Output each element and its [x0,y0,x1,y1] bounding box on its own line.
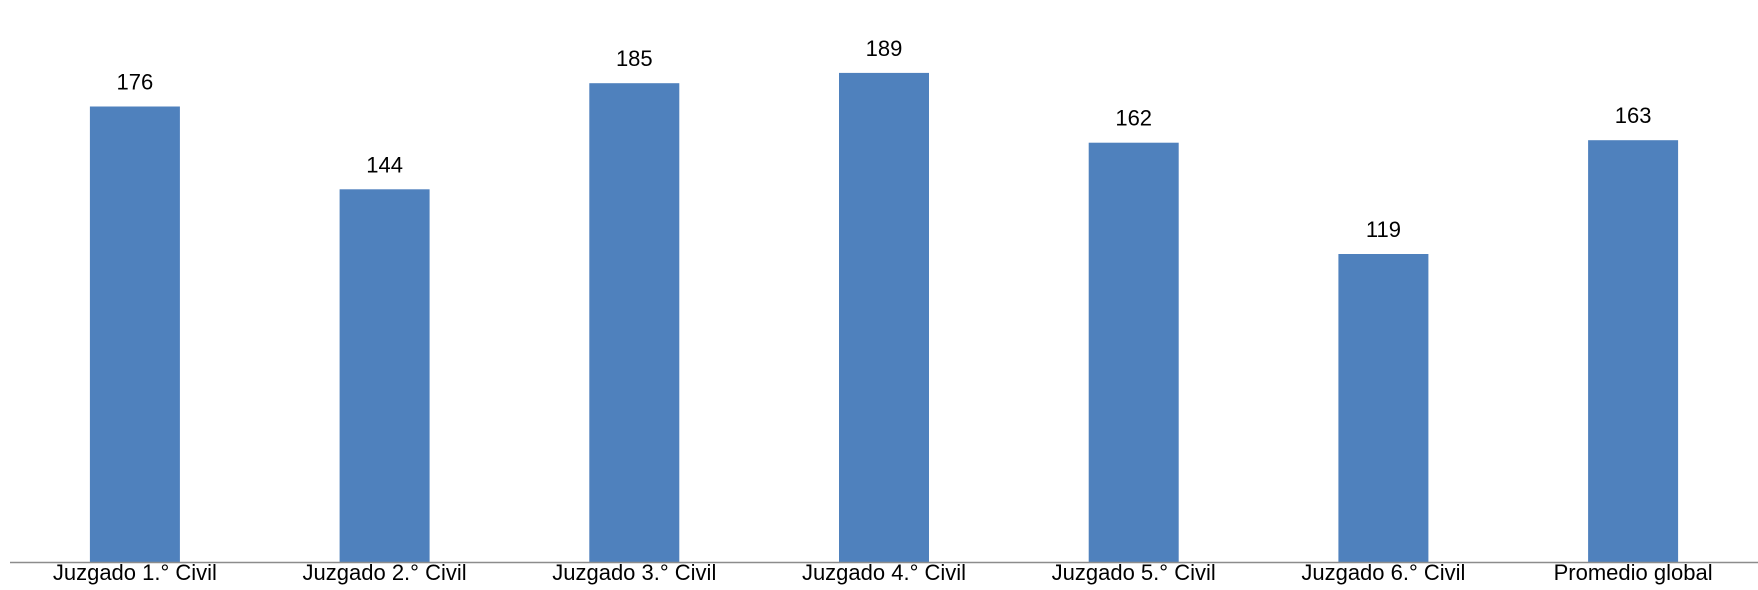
bar [839,72,929,563]
x-tick-label: Juzgado 1.° Civil [53,560,217,585]
x-tick-label: Juzgado 4.° Civil [802,560,966,585]
data-label: 144 [366,152,403,177]
data-label: 189 [866,36,903,61]
data-labels-layer: 176 144 185 189 162 119 163 [117,36,1652,242]
bar [1338,254,1429,562]
x-tick-labels-layer: Juzgado 1.° Civil Juzgado 2.° Civil Juzgad… [53,560,1713,585]
x-tick-label: Juzgado 6.° Civil [1301,560,1465,585]
x-tick-label: Juzgado 5.° Civil [1052,560,1216,585]
x-tick-label: Juzgado 2.° Civil [303,560,467,585]
data-label: 119 [1366,217,1401,242]
bar [1588,140,1679,562]
bars-layer [89,72,1679,563]
data-label: 163 [1615,103,1652,128]
x-tick-label: Promedio global [1554,560,1713,585]
data-label: 176 [117,70,154,95]
bar [589,83,680,562]
bar [339,189,430,563]
bar [89,106,180,562]
x-tick-label: Juzgado 3.° Civil [552,560,716,585]
data-label: 162 [1115,106,1152,131]
bar [1088,142,1179,562]
data-label: 185 [616,46,653,71]
